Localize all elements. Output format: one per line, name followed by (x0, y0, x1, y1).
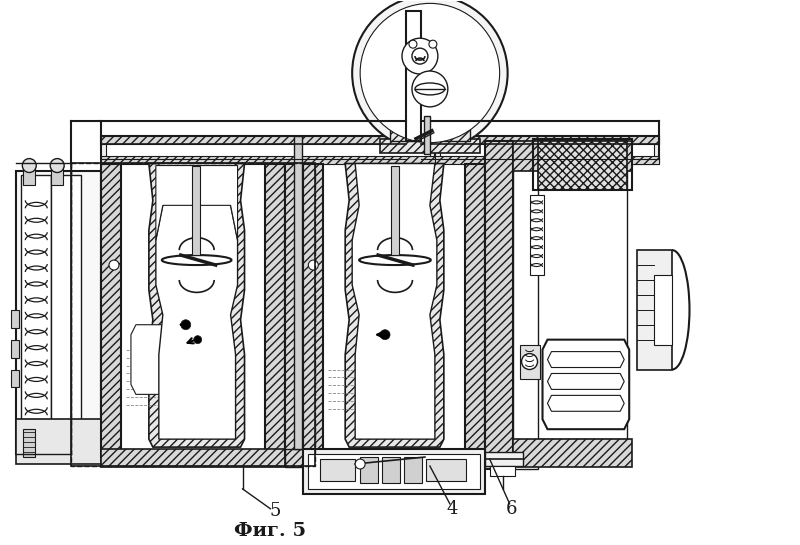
Bar (22, 175, 51, 449)
Bar (23, 429, 35, 457)
Bar (106, 141, 430, 159)
Bar (390, 129, 470, 141)
Circle shape (352, 0, 508, 150)
Circle shape (380, 330, 390, 340)
Text: 6: 6 (506, 500, 518, 518)
Bar (101, 164, 121, 457)
Polygon shape (345, 164, 444, 447)
Bar (101, 136, 435, 144)
Bar (406, 11, 421, 141)
Bar (71, 162, 315, 466)
Bar (101, 156, 435, 163)
Bar (11, 370, 19, 387)
Bar (320, 459, 355, 481)
Bar (323, 164, 465, 449)
Bar (303, 449, 485, 467)
Circle shape (429, 40, 437, 48)
Bar (519, 344, 539, 379)
Bar (513, 141, 632, 171)
Bar (485, 141, 513, 469)
Circle shape (22, 159, 36, 173)
Bar (435, 136, 659, 164)
Bar (360, 457, 378, 483)
Circle shape (412, 48, 428, 64)
Bar (637, 250, 672, 370)
Circle shape (194, 336, 202, 344)
Bar (513, 439, 632, 467)
Bar (440, 141, 654, 159)
Text: 5: 5 (270, 502, 281, 520)
Circle shape (522, 354, 538, 370)
Bar (16, 419, 101, 464)
Bar (426, 459, 466, 481)
Bar (16, 171, 101, 454)
Circle shape (181, 320, 190, 330)
Bar (424, 116, 430, 154)
Bar (435, 136, 659, 144)
Text: Фиг. 5: Фиг. 5 (234, 522, 306, 540)
Polygon shape (156, 166, 238, 240)
Bar (294, 136, 302, 449)
Bar (654, 275, 672, 344)
Circle shape (50, 159, 64, 173)
Bar (286, 449, 303, 467)
Bar (286, 164, 303, 457)
Circle shape (412, 71, 448, 107)
Bar (485, 452, 522, 466)
Bar (101, 136, 435, 164)
Circle shape (402, 38, 438, 74)
Circle shape (360, 3, 500, 143)
Polygon shape (131, 325, 196, 395)
Bar (490, 466, 514, 476)
Circle shape (308, 260, 318, 270)
Bar (23, 166, 35, 185)
Bar (266, 164, 286, 457)
Bar (11, 310, 19, 328)
Bar (71, 162, 315, 466)
Polygon shape (149, 164, 245, 447)
Bar (530, 196, 545, 275)
Bar (533, 138, 632, 190)
Bar (513, 171, 627, 439)
Bar (308, 454, 480, 489)
Bar (538, 141, 627, 190)
Bar (303, 164, 323, 457)
Bar (51, 175, 81, 449)
Bar (391, 166, 399, 255)
Bar (404, 457, 422, 483)
Polygon shape (156, 164, 238, 439)
Bar (435, 156, 659, 163)
Bar (51, 166, 63, 185)
Circle shape (355, 459, 365, 469)
Circle shape (109, 260, 119, 270)
Text: 4: 4 (446, 500, 458, 518)
Polygon shape (542, 340, 630, 429)
Bar (121, 164, 266, 449)
Bar (406, 11, 421, 141)
Bar (101, 449, 286, 467)
Polygon shape (352, 164, 437, 439)
Bar (382, 457, 400, 483)
Bar (465, 164, 485, 457)
Bar (11, 340, 19, 358)
Circle shape (409, 40, 417, 48)
Bar (303, 449, 485, 494)
Bar (380, 138, 480, 153)
Bar (192, 166, 200, 255)
Bar (513, 141, 538, 469)
